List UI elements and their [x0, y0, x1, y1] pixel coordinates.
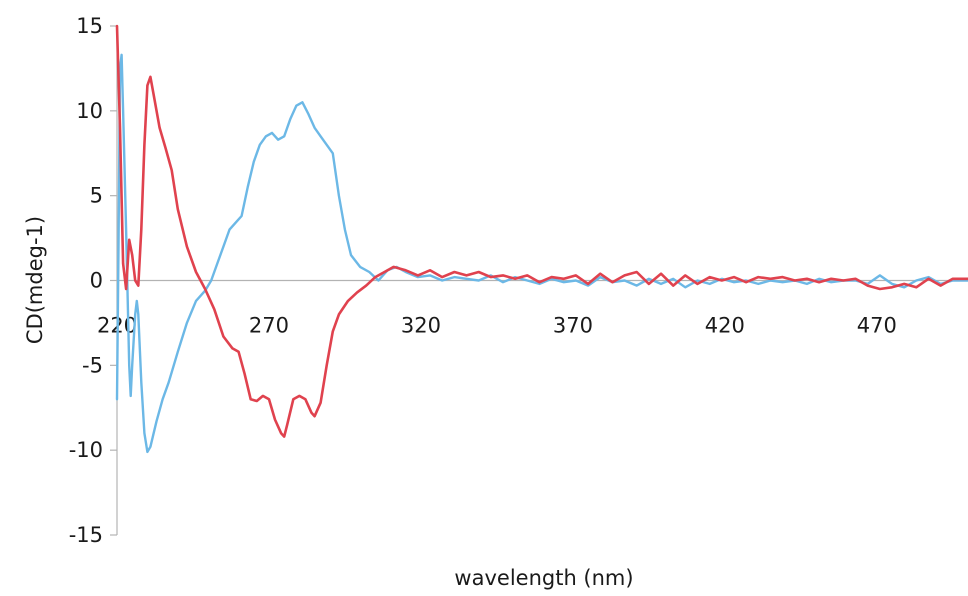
x-tick-label: 470 [857, 314, 897, 338]
y-tick-marks [110, 25, 117, 536]
y-axis-title: CD(mdeg-1) [23, 216, 47, 344]
y-tick-label: -10 [69, 438, 103, 462]
y-tick-label: 0 [90, 269, 103, 293]
series-group [115, 24, 968, 454]
x-tick-label: 320 [401, 314, 441, 338]
y-tick-label: 10 [76, 99, 103, 123]
series-line-2 [115, 53, 968, 454]
x-axis-title: wavelength (nm) [454, 566, 633, 590]
y-tick-label: -5 [82, 353, 103, 377]
x-tick-label: 370 [553, 314, 593, 338]
y-tick-label: -15 [69, 523, 103, 547]
y-tick-label: 15 [76, 14, 103, 38]
x-tick-label: 420 [705, 314, 745, 338]
y-tick-labels: 15 10 5 0 -5 -10 -15 [69, 14, 103, 547]
series-line-1 [115, 24, 968, 438]
y-tick-label: 5 [90, 184, 103, 208]
x-tick-label: 270 [249, 314, 289, 338]
